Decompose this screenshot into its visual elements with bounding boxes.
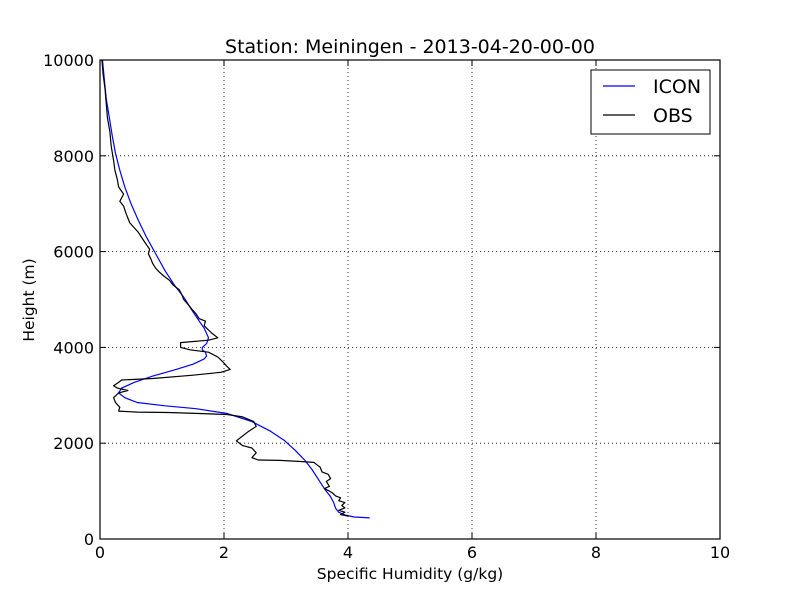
x-tick-label: 0 — [95, 543, 105, 562]
plot-series — [101, 59, 370, 519]
x-tick-label: 10 — [710, 543, 730, 562]
legend-label-icon: ICON — [653, 76, 701, 98]
plot-frame — [99, 59, 721, 540]
y-tick-label: 4000 — [53, 338, 94, 357]
chart-title: Station: Meiningen - 2013-04-20-00-00 — [225, 36, 595, 58]
x-tick-label: 8 — [591, 543, 601, 562]
series-line-icon — [101, 59, 370, 519]
y-tick-label: 8000 — [53, 147, 94, 166]
grid — [100, 60, 720, 539]
legend: ICON OBS — [590, 69, 711, 135]
y-tick-label: 10000 — [43, 51, 94, 70]
x-tick-label: 6 — [467, 543, 477, 562]
y-axis-label: Height (m) — [20, 258, 38, 341]
y-tick-label: 2000 — [53, 434, 94, 453]
y-tick-label: 6000 — [53, 243, 94, 262]
y-tick-label: 0 — [84, 530, 94, 549]
x-tick-label: 2 — [219, 543, 229, 562]
legend-label-obs: OBS — [653, 105, 693, 127]
x-tick-label: 4 — [343, 543, 353, 562]
series-line-obs — [101, 59, 349, 517]
legend-box — [590, 69, 711, 135]
axis-ticks: 0 2 4 6 8 10 0 2000 4000 6000 8000 10000 — [43, 51, 730, 562]
x-axis-label: Specific Humidity (g/kg) — [317, 565, 503, 583]
